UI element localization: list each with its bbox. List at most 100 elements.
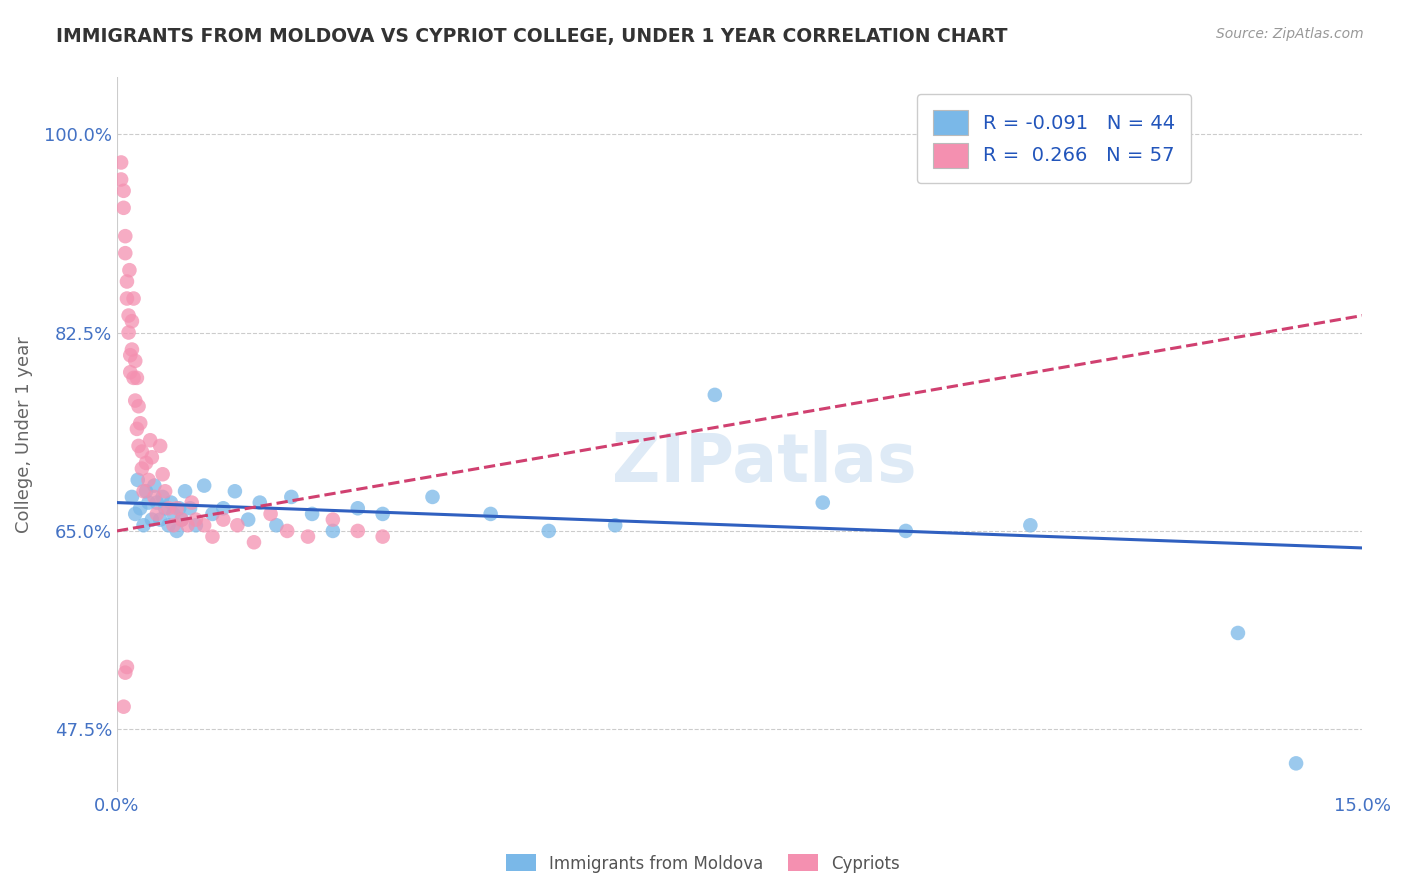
Point <box>162 518 184 533</box>
Point <box>112 699 135 714</box>
Point <box>135 456 157 470</box>
Point <box>132 484 155 499</box>
Point <box>129 501 152 516</box>
Point <box>322 513 344 527</box>
Point <box>124 354 146 368</box>
Point <box>157 518 180 533</box>
Point <box>1285 756 1308 771</box>
Point <box>176 518 198 533</box>
Point <box>149 439 172 453</box>
Point <box>184 518 207 533</box>
Point <box>201 530 224 544</box>
Point <box>276 524 298 538</box>
Point <box>121 343 143 357</box>
Text: IMMIGRANTS FROM MOLDOVA VS CYPRIOT COLLEGE, UNDER 1 YEAR CORRELATION CHART: IMMIGRANTS FROM MOLDOVA VS CYPRIOT COLLE… <box>56 27 1008 45</box>
Point <box>180 495 202 509</box>
Point <box>170 513 193 527</box>
Point <box>371 507 394 521</box>
Point <box>125 371 148 385</box>
Point <box>201 507 224 521</box>
Point <box>537 524 560 538</box>
Point <box>703 388 725 402</box>
Point <box>143 490 166 504</box>
Point <box>184 513 207 527</box>
Point <box>157 501 180 516</box>
Point <box>114 229 136 244</box>
Point <box>346 524 368 538</box>
Point <box>118 263 141 277</box>
Point <box>479 507 502 521</box>
Point <box>422 490 444 504</box>
Point <box>167 501 190 516</box>
Point <box>129 416 152 430</box>
Point <box>212 501 235 516</box>
Point <box>166 524 188 538</box>
Y-axis label: College, Under 1 year: College, Under 1 year <box>15 336 32 533</box>
Point <box>193 478 215 492</box>
Point <box>141 450 163 465</box>
Point <box>1226 626 1249 640</box>
Legend: Immigrants from Moldova, Cypriots: Immigrants from Moldova, Cypriots <box>499 847 907 880</box>
Point <box>243 535 266 549</box>
Point <box>212 513 235 527</box>
Point <box>1019 518 1042 533</box>
Point <box>160 495 183 509</box>
Point <box>117 326 139 340</box>
Point <box>170 513 193 527</box>
Point <box>224 484 246 499</box>
Point <box>114 246 136 260</box>
Point <box>152 467 174 482</box>
Point <box>141 513 163 527</box>
Point <box>166 501 188 516</box>
Point <box>174 484 197 499</box>
Point <box>112 201 135 215</box>
Point <box>371 530 394 544</box>
Point <box>297 530 319 544</box>
Point <box>117 309 139 323</box>
Point <box>120 348 142 362</box>
Point <box>115 292 138 306</box>
Point <box>266 518 288 533</box>
Legend: R = -0.091   N = 44, R =  0.266   N = 57: R = -0.091 N = 44, R = 0.266 N = 57 <box>917 95 1191 183</box>
Point <box>143 478 166 492</box>
Point <box>127 473 149 487</box>
Point <box>894 524 917 538</box>
Point <box>120 365 142 379</box>
Point <box>114 665 136 680</box>
Point <box>110 155 132 169</box>
Point <box>135 484 157 499</box>
Point <box>110 172 132 186</box>
Point <box>301 507 323 521</box>
Point <box>131 444 153 458</box>
Point <box>122 371 145 385</box>
Point <box>811 495 834 509</box>
Point <box>125 422 148 436</box>
Point <box>280 490 302 504</box>
Point <box>124 393 146 408</box>
Point <box>131 461 153 475</box>
Point <box>179 501 201 516</box>
Point <box>346 501 368 516</box>
Text: ZIPatlas: ZIPatlas <box>613 430 917 496</box>
Point <box>124 507 146 521</box>
Point <box>122 292 145 306</box>
Point <box>139 434 162 448</box>
Point <box>128 439 150 453</box>
Point <box>121 490 143 504</box>
Point <box>146 507 169 521</box>
Point <box>193 518 215 533</box>
Point <box>146 495 169 509</box>
Point <box>128 399 150 413</box>
Point <box>605 518 627 533</box>
Point <box>121 314 143 328</box>
Point <box>153 501 176 516</box>
Point <box>226 518 249 533</box>
Point <box>138 473 160 487</box>
Point <box>132 518 155 533</box>
Point <box>238 513 260 527</box>
Point <box>152 490 174 504</box>
Point <box>249 495 271 509</box>
Point <box>138 495 160 509</box>
Point <box>112 184 135 198</box>
Point <box>153 484 176 499</box>
